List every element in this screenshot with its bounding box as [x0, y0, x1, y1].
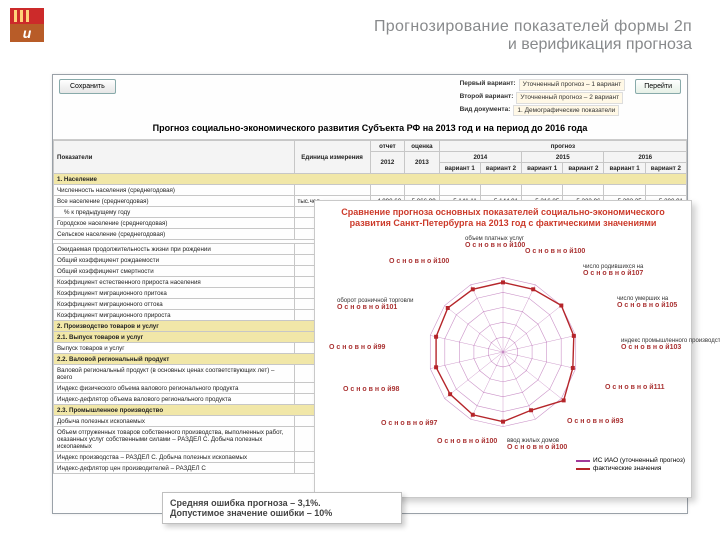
- page-title: Прогнозирование показателей формы 2п и в…: [374, 18, 692, 54]
- radar-label: О с н о в н о й99: [329, 344, 385, 351]
- radar-label: ввод жилых домовО с н о в н о й100: [507, 438, 567, 451]
- radar-label: О с н о в н о й111: [605, 384, 664, 391]
- go-button[interactable]: Перейти: [635, 79, 681, 94]
- variant2-label: Второй вариант:: [460, 92, 514, 104]
- table-row: Численность населения (среднегодовая): [54, 185, 687, 196]
- table-row: 1. Население: [54, 174, 687, 185]
- title-line1: Прогнозирование показателей формы 2п: [374, 18, 692, 36]
- logo-letter: и: [10, 24, 44, 42]
- variant1-label: Первый вариант:: [460, 79, 516, 91]
- document-title: Прогноз социально-экономического развити…: [53, 119, 687, 140]
- variant1-value[interactable]: Уточненный прогноз – 1 вариант: [519, 79, 626, 91]
- doctype-value[interactable]: 1. Демографические показатели: [513, 105, 619, 117]
- legend-b: фактические значения: [593, 465, 661, 473]
- save-button[interactable]: Сохранить: [59, 79, 116, 94]
- caption-box: Средняя ошибка прогноза – 3,1%. Допустим…: [162, 492, 402, 524]
- logo: и: [10, 8, 44, 42]
- overlay-title: Сравнение прогноза основных показателей …: [315, 201, 691, 234]
- toolbar: Сохранить Первый вариант:Уточненный прог…: [53, 75, 687, 119]
- radar-label: оборот розничной торговлиО с н о в н о й…: [337, 298, 414, 311]
- radar-label: объем платных услугО с н о в н о й100: [465, 236, 525, 249]
- chart-legend: ИС ИАО (уточненный прогноз) фактические …: [576, 457, 685, 474]
- radar-chart: объем платных услугО с н о в н о й100О с…: [315, 234, 691, 478]
- radar-label: О с н о в н о й100: [525, 248, 585, 255]
- comparison-overlay: Сравнение прогноза основных показателей …: [314, 200, 692, 498]
- radar-label: число родившихся наО с н о в н о й107: [583, 264, 643, 277]
- radar-label: О с н о в н о й93: [567, 418, 623, 425]
- legend-a: ИС ИАО (уточненный прогноз): [593, 457, 685, 465]
- title-line2: и верификация прогноза: [374, 36, 692, 54]
- radar-label: О с н о в н о й97: [381, 420, 437, 427]
- radar-label: О с н о в н о й100: [437, 438, 497, 445]
- radar-label: О с н о в н о й98: [343, 386, 399, 393]
- radar-label: О с н о в н о й100: [389, 258, 449, 265]
- doctype-label: Вид документа:: [460, 105, 511, 117]
- radar-label: число умерших наО с н о в н о й105: [617, 296, 677, 309]
- variant2-value[interactable]: Уточненный прогноз – 2 вариант: [516, 92, 623, 104]
- radar-label: индекс промышленного производстваО с н о…: [621, 338, 720, 351]
